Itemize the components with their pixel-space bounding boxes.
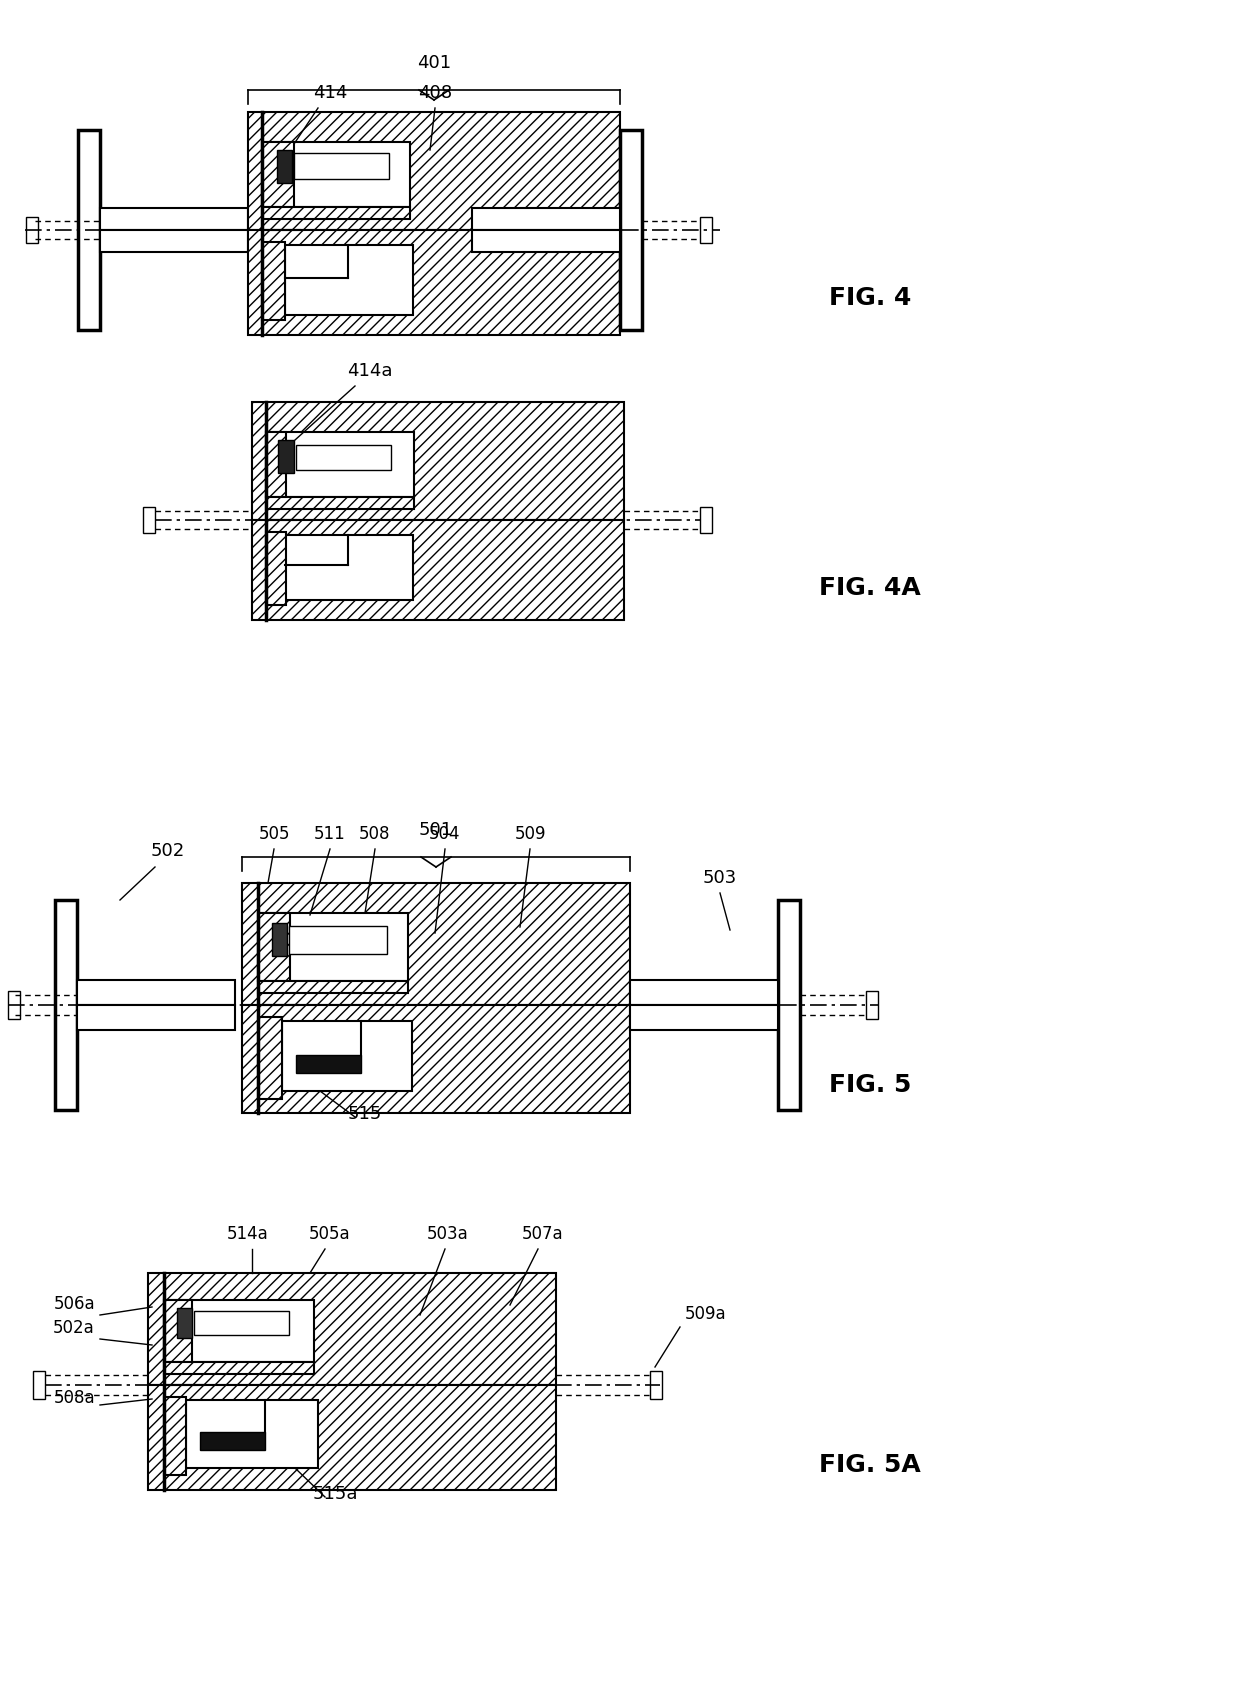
Text: 515: 515 xyxy=(347,1104,382,1123)
Bar xyxy=(472,207,620,229)
Text: FIG. 5A: FIG. 5A xyxy=(820,1453,921,1477)
Bar xyxy=(285,534,413,600)
Text: 511: 511 xyxy=(314,824,346,843)
Bar xyxy=(33,1371,45,1399)
Bar xyxy=(252,519,624,620)
Bar xyxy=(267,533,286,605)
Bar xyxy=(262,142,410,207)
Bar xyxy=(296,1055,361,1072)
Text: 501: 501 xyxy=(419,821,453,840)
Bar xyxy=(248,111,620,229)
Bar xyxy=(701,507,712,533)
Bar xyxy=(620,130,642,330)
Text: 502: 502 xyxy=(151,841,185,860)
Bar xyxy=(164,1398,186,1475)
Bar xyxy=(26,217,38,243)
Bar xyxy=(148,1273,556,1384)
Bar xyxy=(267,432,286,497)
Bar xyxy=(148,1384,556,1490)
Text: 414: 414 xyxy=(312,84,347,101)
Bar xyxy=(630,1005,777,1030)
Bar xyxy=(100,229,248,251)
Bar xyxy=(186,1399,317,1469)
Bar xyxy=(866,991,878,1018)
Bar xyxy=(78,130,100,330)
Bar xyxy=(262,142,294,207)
Bar xyxy=(177,1308,192,1339)
Bar xyxy=(277,150,291,184)
Text: 509: 509 xyxy=(515,824,546,843)
Bar xyxy=(701,217,712,243)
Bar xyxy=(281,1022,412,1091)
Text: 504: 504 xyxy=(429,824,461,843)
Text: 509a: 509a xyxy=(684,1305,727,1324)
Bar xyxy=(164,1362,314,1374)
Text: 503: 503 xyxy=(703,868,737,887)
Bar xyxy=(267,432,414,497)
Text: FIG. 4: FIG. 4 xyxy=(828,287,911,310)
Text: 506a: 506a xyxy=(53,1295,95,1313)
Text: 514a: 514a xyxy=(227,1226,269,1243)
Bar xyxy=(296,445,391,470)
Text: 515a: 515a xyxy=(312,1485,358,1502)
Bar xyxy=(100,207,248,229)
Text: 401: 401 xyxy=(417,54,451,72)
Bar xyxy=(267,497,414,509)
Text: 505a: 505a xyxy=(309,1226,351,1243)
Bar xyxy=(164,1300,192,1362)
Text: 508a: 508a xyxy=(53,1389,95,1408)
Bar xyxy=(258,1017,281,1099)
Bar xyxy=(262,207,410,219)
Text: 414a: 414a xyxy=(347,362,393,379)
Bar xyxy=(472,229,620,251)
Bar xyxy=(650,1371,662,1399)
Bar xyxy=(258,914,290,981)
Bar xyxy=(630,980,777,1005)
Bar xyxy=(242,883,630,1005)
Bar xyxy=(200,1431,265,1450)
Bar xyxy=(262,243,285,320)
Bar xyxy=(193,1312,289,1335)
Text: 503a: 503a xyxy=(427,1226,469,1243)
Bar xyxy=(285,244,413,315)
Bar xyxy=(55,900,77,1109)
Bar xyxy=(7,991,20,1018)
Text: 502a: 502a xyxy=(53,1318,95,1337)
Text: 408: 408 xyxy=(418,84,453,101)
Text: FIG. 5: FIG. 5 xyxy=(828,1072,911,1098)
Bar xyxy=(294,153,389,179)
Bar xyxy=(252,401,624,519)
Bar xyxy=(248,229,620,336)
Bar xyxy=(77,1005,236,1030)
Text: 507a: 507a xyxy=(522,1226,564,1243)
Bar xyxy=(777,900,800,1109)
Bar xyxy=(77,980,236,1005)
Bar xyxy=(143,507,155,533)
Text: FIG. 4A: FIG. 4A xyxy=(820,577,921,600)
Bar xyxy=(164,1300,314,1362)
Bar xyxy=(242,1005,630,1113)
Bar xyxy=(289,926,387,954)
Bar xyxy=(278,440,294,474)
Bar xyxy=(258,914,408,981)
Bar xyxy=(258,981,408,993)
Bar xyxy=(272,922,286,956)
Text: 508: 508 xyxy=(360,824,391,843)
Text: 505: 505 xyxy=(258,824,290,843)
